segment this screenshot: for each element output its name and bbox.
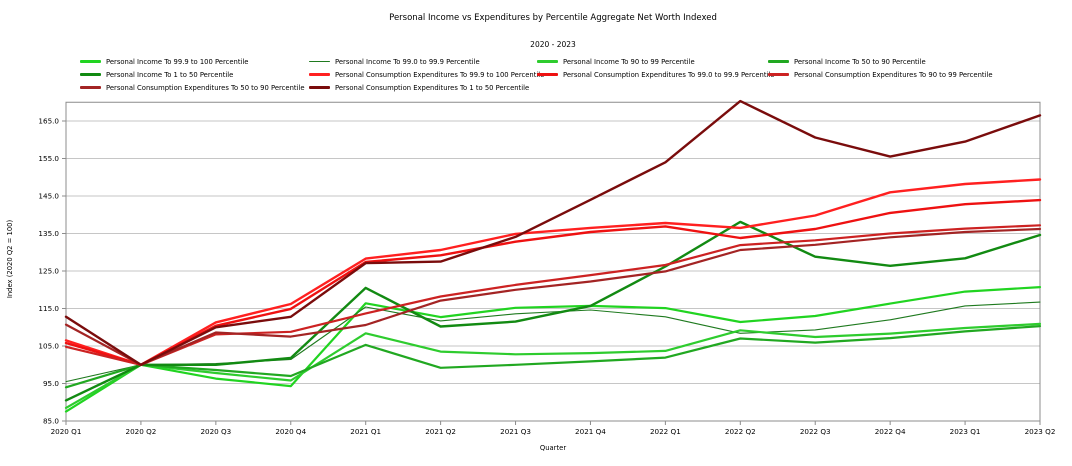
legend-swatch [309,86,330,89]
y-tick-label: 115.0 [38,304,59,313]
x-tick-label: 2021 Q4 [575,427,606,436]
chart-subtitle: 2020 - 2023 [530,40,576,49]
legend-swatch [80,60,101,63]
y-tick-label: 105.0 [38,342,59,351]
legend-swatch [537,73,558,76]
legend-item: Personal Income To 99.0 to 99.9 Percenti… [309,55,537,68]
legend-swatch [80,73,101,76]
legend-swatch [537,60,558,63]
y-tick-label: 155.0 [38,154,59,163]
series-line-2 [64,322,1042,409]
x-axis-label: Quarter [539,444,567,452]
legend-item: Personal Income To 99.9 to 100 Percentil… [80,55,309,68]
y-tick-label: 135.0 [38,229,59,238]
legend-item-label: Personal Consumption Expenditures To 99.… [335,70,545,79]
x-tick-label: 2023 Q2 [1025,427,1056,436]
legend-item: Personal Consumption Expenditures To 1 t… [309,81,537,94]
x-tick-label: 2021 Q3 [500,427,531,436]
series-line-0 [64,286,1042,413]
y-tick-label: 95.0 [43,379,59,388]
legend-item: Personal Income To 1 to 50 Percentile [80,68,309,81]
legend-item-label: Personal Income To 1 to 50 Percentile [106,70,234,79]
legend-item: Personal Consumption Expenditures To 90 … [768,68,993,81]
x-tick-label: 2020 Q4 [275,427,306,436]
legend-item-label: Personal Consumption Expenditures To 90 … [794,70,993,79]
legend-item-label: Personal Income To 90 to 99 Percentile [563,57,695,66]
legend-swatch [80,86,101,89]
series-line-8 [64,227,1042,366]
legend-item: Personal Income To 90 to 99 Percentile [537,55,768,68]
y-tick-label: 125.0 [38,267,59,276]
legend-swatch [768,73,789,76]
legend-swatch [309,60,330,63]
legend-item-label: Personal Consumption Expenditures To 99.… [563,70,775,79]
y-tick-label: 165.0 [38,117,59,126]
plot-border [65,101,1041,422]
series-line-9 [64,99,1042,366]
series-line-7 [64,224,1042,366]
legend-item: Personal Consumption Expenditures To 99.… [537,68,774,81]
legend: Personal Income To 99.9 to 100 Percentil… [80,55,993,94]
legend-item-label: Personal Consumption Expenditures To 1 t… [335,83,530,92]
x-tick-label: 2023 Q1 [950,427,981,436]
chart-title: Personal Income vs Expenditures by Perce… [389,13,717,23]
legend-item-label: Personal Income To 99.9 to 100 Percentil… [106,57,249,66]
y-tick-label: 85.0 [43,417,59,426]
x-tick-label: 2022 Q4 [875,427,906,436]
series-line-4 [64,220,1042,402]
x-tick-label: 2020 Q1 [51,427,82,436]
legend-item: Personal Consumption Expenditures To 99.… [309,68,544,81]
legend-item-label: Personal Income To 50 to 90 Percentile [794,57,926,66]
x-tick-label: 2022 Q3 [800,427,831,436]
series-line-3 [64,325,1042,389]
series-line-6 [64,198,1042,366]
x-tick-label: 2022 Q1 [650,427,681,436]
y-tick-label: 145.0 [38,192,59,201]
series-line-5 [64,178,1042,366]
x-tick-label: 2020 Q2 [126,427,157,436]
legend-swatch [309,73,330,76]
legend-swatch [768,60,789,63]
x-tick-label: 2021 Q2 [425,427,456,436]
legend-item: Personal Consumption Expenditures To 50 … [80,81,309,94]
legend-item: Personal Income To 50 to 90 Percentile [768,55,993,68]
x-tick-label: 2020 Q3 [200,427,231,436]
legend-item-label: Personal Consumption Expenditures To 50 … [106,83,305,92]
legend-item-label: Personal Income To 99.0 to 99.9 Percenti… [335,57,480,66]
x-tick-label: 2022 Q2 [725,427,756,436]
x-tick-label: 2021 Q1 [350,427,381,436]
